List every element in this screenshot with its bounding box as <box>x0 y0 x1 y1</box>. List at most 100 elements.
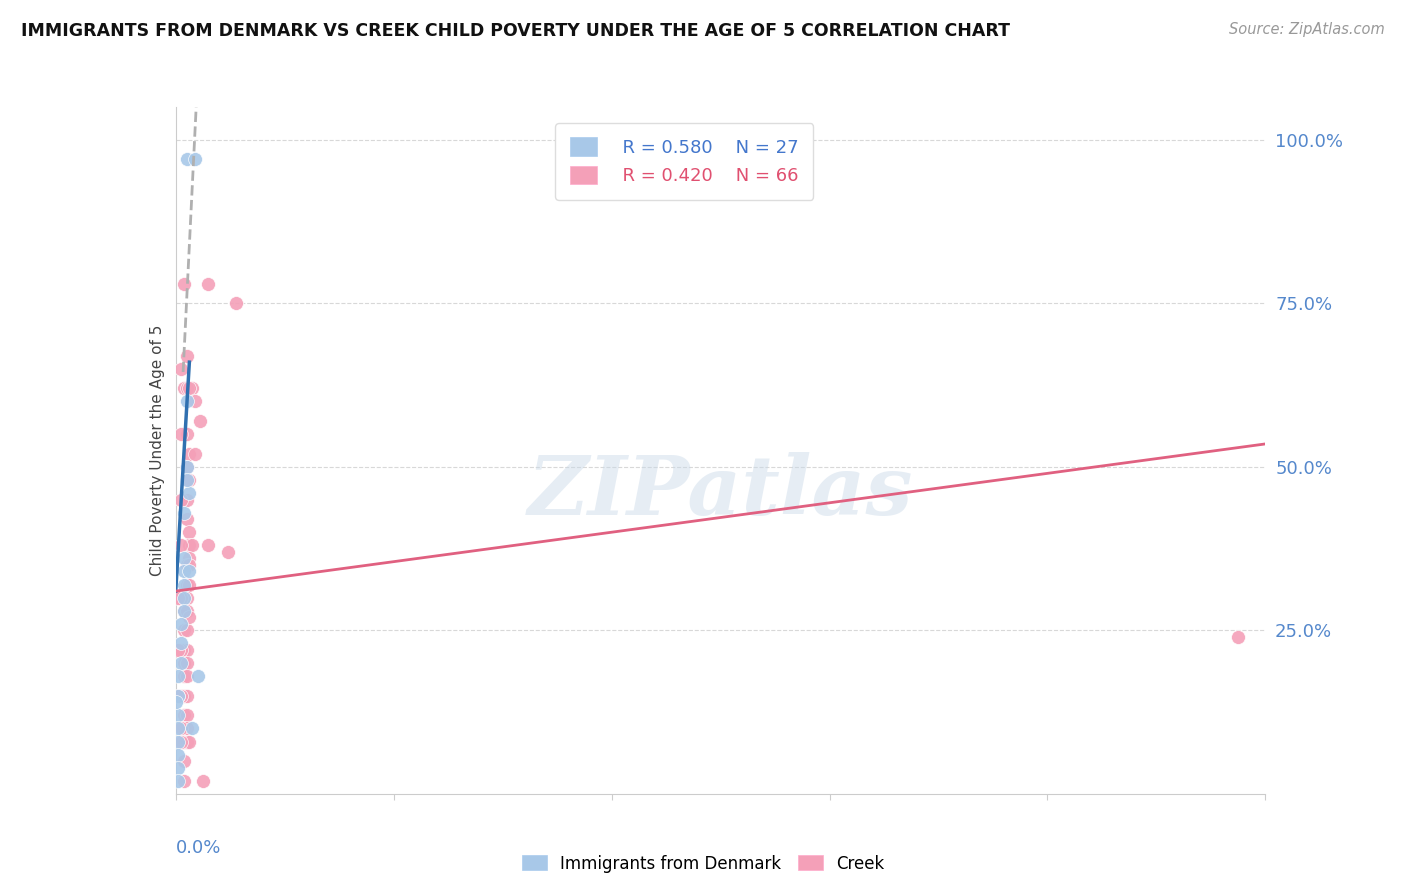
Point <box>179 381 201 395</box>
Point <box>176 722 198 736</box>
Point <box>173 506 195 520</box>
Point <box>181 722 204 736</box>
Point <box>181 538 204 552</box>
Point <box>225 296 247 310</box>
Point <box>173 754 195 768</box>
Point <box>176 708 198 723</box>
Text: Source: ZipAtlas.com: Source: ZipAtlas.com <box>1229 22 1385 37</box>
Point <box>179 473 201 487</box>
Point <box>170 591 193 605</box>
Point <box>173 551 195 566</box>
Point <box>170 689 193 703</box>
Point <box>176 604 198 618</box>
Point <box>179 610 201 624</box>
Point <box>170 427 193 442</box>
Point <box>173 577 195 591</box>
Point <box>179 558 201 572</box>
Point <box>184 153 207 167</box>
Legend: Immigrants from Denmark, Creek: Immigrants from Denmark, Creek <box>515 848 891 880</box>
Point <box>167 669 190 683</box>
Point <box>176 624 198 638</box>
Point <box>176 734 198 748</box>
Point <box>173 708 195 723</box>
Point <box>176 473 198 487</box>
Point <box>217 545 239 559</box>
Point <box>173 565 195 579</box>
Point <box>173 656 195 670</box>
Point <box>170 492 193 507</box>
Y-axis label: Child Poverty Under the Age of 5: Child Poverty Under the Age of 5 <box>149 325 165 576</box>
Point <box>167 689 190 703</box>
Point <box>191 773 214 788</box>
Point <box>181 381 204 395</box>
Point <box>176 459 198 474</box>
Point <box>173 381 195 395</box>
Point <box>173 604 195 618</box>
Point <box>188 414 211 428</box>
Text: ZIPatlas: ZIPatlas <box>527 451 914 532</box>
Point <box>170 616 193 631</box>
Point <box>173 689 195 703</box>
Point <box>176 381 198 395</box>
Point <box>167 734 190 748</box>
Point <box>176 512 198 526</box>
Point <box>176 643 198 657</box>
Point <box>167 708 190 723</box>
Point <box>179 538 201 552</box>
Point <box>176 492 198 507</box>
Point <box>176 394 198 409</box>
Point <box>179 565 201 579</box>
Point <box>184 394 207 409</box>
Point <box>170 722 193 736</box>
Point <box>173 734 195 748</box>
Point <box>176 669 198 683</box>
Point <box>165 695 187 709</box>
Point <box>176 427 198 442</box>
Point <box>176 349 198 363</box>
Point <box>170 643 193 657</box>
Point <box>173 277 195 291</box>
Point <box>173 722 195 736</box>
Point <box>176 656 198 670</box>
Point <box>173 624 195 638</box>
Point <box>167 722 190 736</box>
Point <box>179 551 201 566</box>
Point <box>176 459 198 474</box>
Point <box>176 153 198 167</box>
Text: IMMIGRANTS FROM DENMARK VS CREEK CHILD POVERTY UNDER THE AGE OF 5 CORRELATION CH: IMMIGRANTS FROM DENMARK VS CREEK CHILD P… <box>21 22 1010 40</box>
Legend:   R = 0.580    N = 27,   R = 0.420    N = 66: R = 0.580 N = 27, R = 0.420 N = 66 <box>555 123 813 200</box>
Point <box>173 669 195 683</box>
Point <box>170 636 193 650</box>
Point <box>176 473 198 487</box>
Point <box>176 689 198 703</box>
Point <box>167 689 190 703</box>
Point <box>173 643 195 657</box>
Point <box>170 361 193 376</box>
Point <box>170 538 193 552</box>
Point <box>186 669 209 683</box>
Point <box>1227 630 1250 644</box>
Point <box>173 604 195 618</box>
Point <box>167 591 190 605</box>
Point <box>176 577 198 591</box>
Point <box>170 656 193 670</box>
Point <box>179 447 201 461</box>
Point <box>170 734 193 748</box>
Text: 0.0%: 0.0% <box>176 838 221 856</box>
Point <box>176 558 198 572</box>
Point <box>179 525 201 540</box>
Point <box>167 643 190 657</box>
Point <box>179 577 201 591</box>
Point <box>173 591 195 605</box>
Point <box>197 538 219 552</box>
Point <box>176 591 198 605</box>
Point <box>167 761 190 775</box>
Point <box>167 747 190 762</box>
Point <box>179 486 201 500</box>
Point <box>173 591 195 605</box>
Point <box>173 773 195 788</box>
Point <box>197 277 219 291</box>
Point <box>167 773 190 788</box>
Point <box>184 447 207 461</box>
Point <box>179 734 201 748</box>
